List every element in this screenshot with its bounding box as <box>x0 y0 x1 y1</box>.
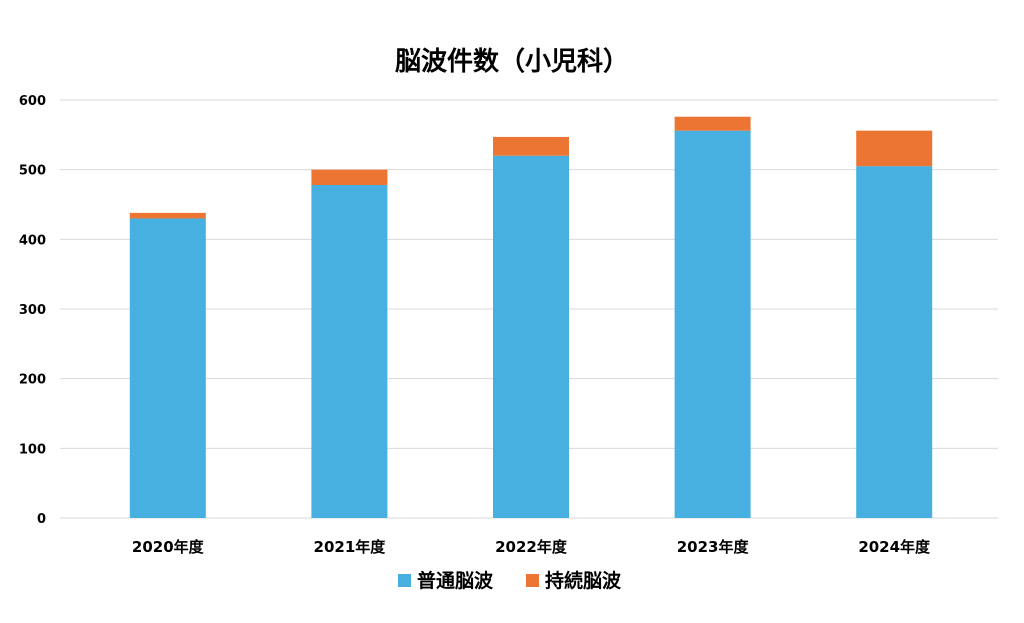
bar-continuous-eeg-2023年度 <box>674 116 751 131</box>
bars <box>129 116 933 519</box>
bar-continuous-eeg-2024年度 <box>856 130 933 167</box>
legend-label: 普通脳波 <box>417 569 494 592</box>
bar-continuous-eeg-2022年度 <box>493 136 569 156</box>
y-tick-label: 400 <box>19 233 46 248</box>
bar-continuous-eeg-2020年度 <box>129 212 206 219</box>
bar-normal-eeg-2022年度 <box>493 155 569 518</box>
x-tick-label: 2021年度 <box>314 538 387 556</box>
bar-normal-eeg-2020年度 <box>129 218 206 518</box>
bar-normal-eeg-2024年度 <box>856 166 933 518</box>
x-tick-label: 2023年度 <box>677 538 750 556</box>
chart-title: 脳波件数（小児科） <box>394 47 629 77</box>
x-tick-label: 2024年度 <box>858 538 931 556</box>
x-tick-label: 2020年度 <box>132 538 205 556</box>
legend-label: 持続脳波 <box>545 569 622 592</box>
y-tick-label: 300 <box>19 303 46 318</box>
bar-continuous-eeg-2021年度 <box>311 169 388 185</box>
bar-normal-eeg-2023年度 <box>674 130 751 519</box>
y-axis-ticks: 0 100 200 300 400 500 600 <box>19 94 46 527</box>
y-tick-label: 500 <box>19 164 46 179</box>
legend: 普通脳波 持続脳波 <box>398 569 622 592</box>
legend-swatch <box>398 574 411 587</box>
x-tick-label: 2022年度 <box>495 538 568 556</box>
bar-normal-eeg-2021年度 <box>311 184 388 518</box>
y-tick-label: 200 <box>19 373 46 388</box>
y-tick-label: 600 <box>19 94 46 109</box>
legend-swatch <box>526 574 539 587</box>
y-tick-label: 0 <box>37 512 46 527</box>
x-axis-ticks: 2020年度 2021年度 2022年度 2023年度 2024年度 <box>132 538 931 556</box>
y-tick-label: 100 <box>19 442 46 457</box>
